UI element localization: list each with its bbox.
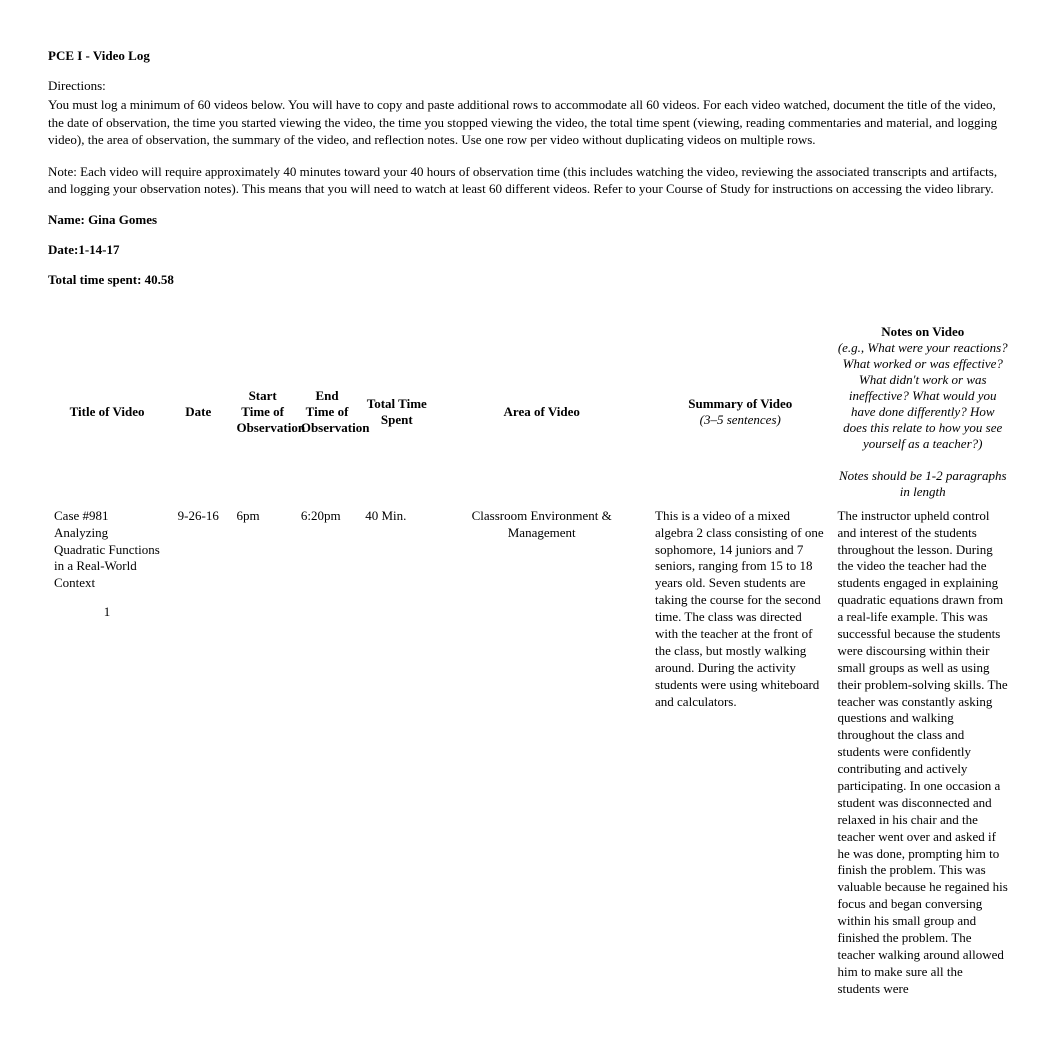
directions-label: Directions: [48, 78, 1014, 94]
col-header-notes: Notes on Video (e.g., What were your rea… [831, 320, 1014, 504]
col-header-end: End Time of Observation [295, 320, 359, 504]
cell-start: 6pm [230, 504, 294, 1002]
table-header-row: Title of Video Date Start Time of Observ… [48, 320, 1014, 504]
col-header-area: Area of Video [434, 320, 649, 504]
date-line: Date:1-14-17 [48, 242, 1014, 258]
col-header-start: Start Time of Observation [230, 320, 294, 504]
col-header-summary-main: Summary of Video [688, 396, 792, 411]
cell-end: 6:20pm [295, 504, 359, 1002]
col-header-summary-sub: (3–5 sentences) [655, 412, 825, 428]
total-time-line: Total time spent: 40.58 [48, 272, 1014, 288]
cell-title-text: Case #981 Analyzing Quadratic Functions … [54, 508, 160, 591]
cell-title: Case #981 Analyzing Quadratic Functions … [48, 504, 166, 1002]
video-log-table: Title of Video Date Start Time of Observ… [48, 320, 1014, 1002]
note-body: Note: Each video will require approximat… [48, 163, 1014, 198]
cell-notes: The instructor upheld control and intere… [831, 504, 1014, 1002]
col-header-title: Title of Video [48, 320, 166, 504]
col-header-date: Date [166, 320, 230, 504]
col-header-notes-main: Notes on Video [881, 324, 964, 339]
table-row: Case #981 Analyzing Quadratic Functions … [48, 504, 1014, 1002]
row-number: 1 [54, 604, 160, 621]
cell-summary: This is a video of a mixed algebra 2 cla… [649, 504, 831, 1002]
cell-area: Classroom Environment & Management [434, 504, 649, 1002]
doc-title: PCE I - Video Log [48, 48, 1014, 64]
col-header-total: Total Time Spent [359, 320, 434, 504]
name-line: Name: Gina Gomes [48, 212, 1014, 228]
col-header-summary: Summary of Video (3–5 sentences) [649, 320, 831, 504]
cell-date: 9-26-16 [166, 504, 230, 1002]
col-header-notes-sub2: Notes should be 1-2 paragraphs in length [837, 468, 1008, 500]
directions-body: You must log a minimum of 60 videos belo… [48, 96, 1014, 149]
col-header-notes-sub1: (e.g., What were your reactions? What wo… [837, 340, 1008, 452]
cell-total: 40 Min. [359, 504, 434, 1002]
